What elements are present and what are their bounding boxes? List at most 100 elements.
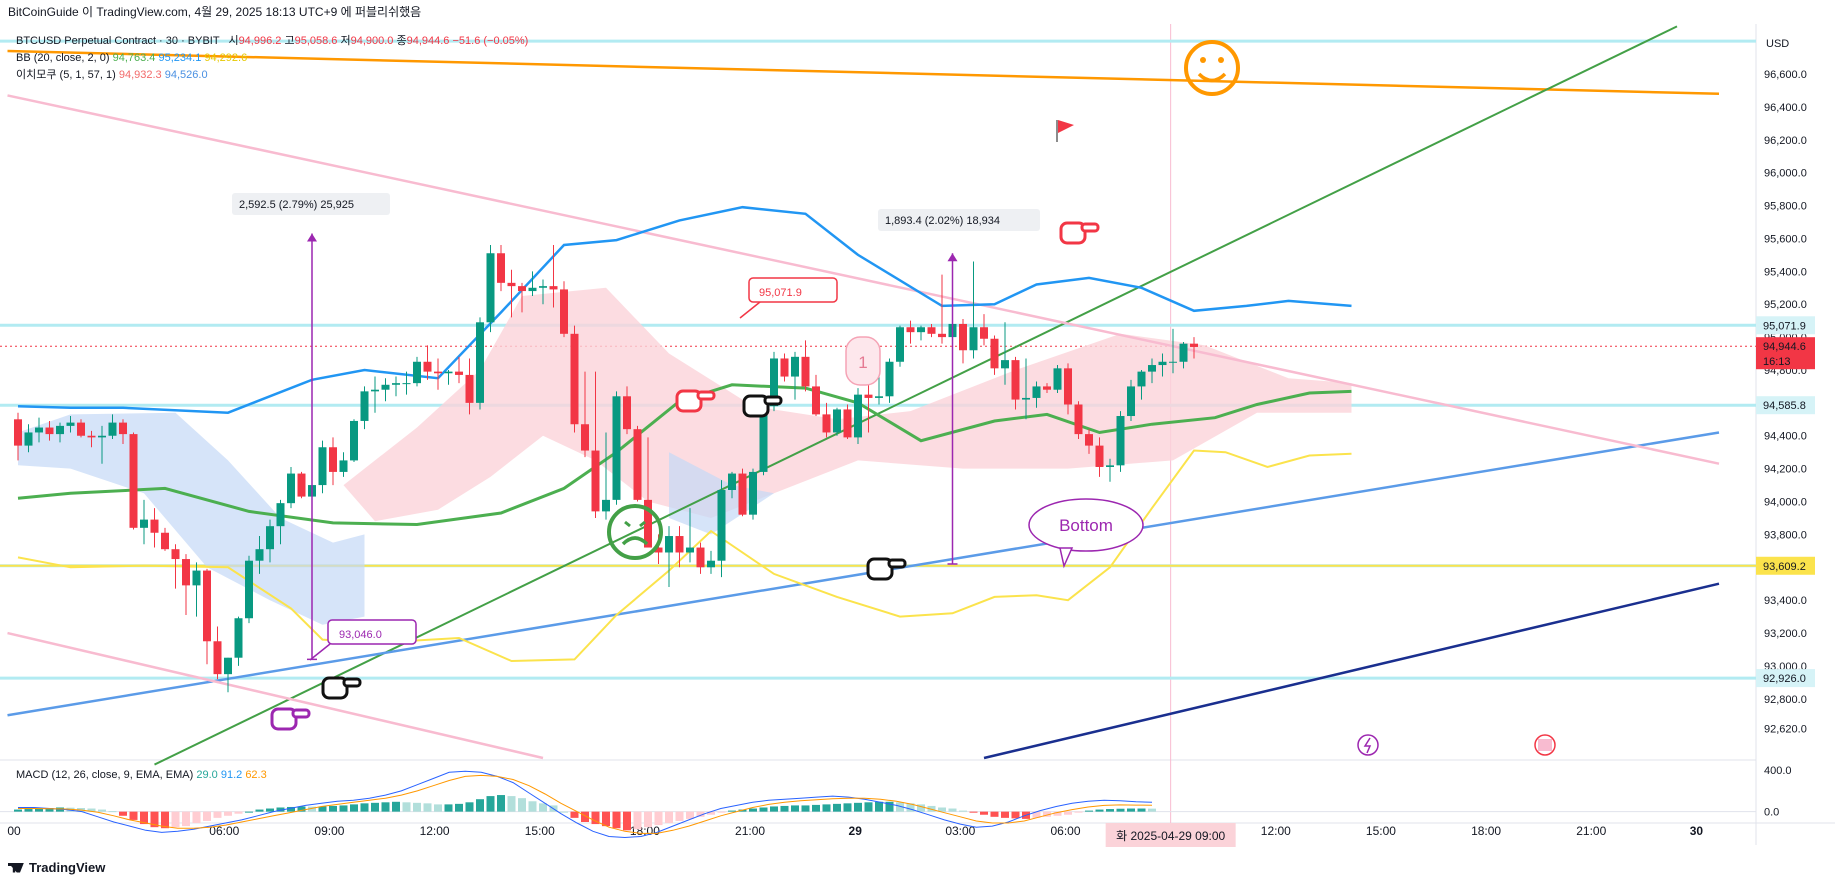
candle-body[interactable] <box>1032 386 1041 398</box>
trendline-pink-lower[interactable] <box>7 631 544 760</box>
candle-body[interactable] <box>192 570 201 586</box>
candle-body[interactable] <box>749 471 757 515</box>
bb-basis-line[interactable] <box>17 383 1352 527</box>
candle-body[interactable] <box>896 327 904 362</box>
candle-body[interactable] <box>392 383 400 385</box>
candle-body[interactable] <box>686 547 694 553</box>
candle-body[interactable] <box>864 394 873 398</box>
candle-body[interactable] <box>182 559 190 586</box>
candle-body[interactable] <box>791 356 799 377</box>
candle-body[interactable] <box>717 490 726 561</box>
candle-body[interactable] <box>1127 386 1135 417</box>
symbol-name[interactable]: BTCUSD Perpetual Contract · 30 · BYBIT <box>16 35 220 47</box>
candle-body[interactable] <box>77 422 85 436</box>
candle-body[interactable] <box>927 327 936 334</box>
macd-line[interactable] <box>18 770 1153 839</box>
candle-body[interactable] <box>45 427 54 435</box>
price-callout-box-2[interactable] <box>327 619 417 645</box>
candle-body[interactable] <box>434 371 442 374</box>
hand-pointer-icon[interactable] <box>866 557 907 581</box>
measure-label-box[interactable] <box>878 209 1040 231</box>
candle-body[interactable] <box>413 361 421 384</box>
price-callout-box[interactable] <box>748 277 838 303</box>
candle-body[interactable] <box>759 406 768 472</box>
candle-body[interactable] <box>245 560 253 619</box>
candle-body[interactable] <box>633 429 642 500</box>
candle-body[interactable] <box>623 396 631 430</box>
macd-signal-line[interactable] <box>18 774 1153 834</box>
candle-body[interactable] <box>1011 360 1020 400</box>
bottom-bubble[interactable] <box>1028 498 1144 552</box>
candle-body[interactable] <box>266 526 274 550</box>
candle-body[interactable] <box>129 434 138 528</box>
candle-body[interactable] <box>917 327 925 333</box>
flag-icon[interactable] <box>1058 120 1074 133</box>
candle-body[interactable] <box>1022 397 1030 400</box>
bb-legend[interactable]: BB (20, close, 2, 0) 94,763.4 95,234.1 9… <box>16 51 247 65</box>
candle-body[interactable] <box>906 327 915 333</box>
smiley-happy-icon[interactable] <box>1184 40 1240 96</box>
candle-body[interactable] <box>990 338 999 369</box>
candle-body[interactable] <box>1190 343 1198 347</box>
candle-body[interactable] <box>549 286 558 290</box>
candle-body[interactable] <box>938 333 946 338</box>
hand-pointer-icon[interactable] <box>270 707 311 731</box>
candle-body[interactable] <box>318 447 327 486</box>
macd-legend[interactable]: MACD (12, 26, close, 9, EMA, EMA) 29.0 9… <box>16 768 267 782</box>
candle-body[interactable] <box>119 422 127 435</box>
candle-body[interactable] <box>770 358 778 407</box>
candle-body[interactable] <box>140 519 148 528</box>
lightning-event-icon[interactable] <box>1357 734 1379 756</box>
ichimoku-legend[interactable]: 이치모쿠 (5, 1, 57, 1) 94,932.3 94,526.0 <box>16 68 208 82</box>
candle-body[interactable] <box>455 371 463 375</box>
candle-body[interactable] <box>539 286 547 288</box>
candle-body[interactable] <box>675 536 684 553</box>
candle-body[interactable] <box>329 447 337 472</box>
candle-body[interactable] <box>497 253 505 283</box>
bb-upper-band[interactable] <box>17 205 1352 414</box>
smiley-sad-icon[interactable] <box>607 504 663 560</box>
candle-body[interactable] <box>644 499 652 548</box>
price-axis-badge[interactable] <box>1756 396 1815 415</box>
candle-body[interactable] <box>234 618 243 658</box>
candle-body[interactable] <box>98 435 106 438</box>
candle-body[interactable] <box>1137 371 1146 387</box>
candle-body[interactable] <box>171 549 180 560</box>
candle-body[interactable] <box>518 286 526 292</box>
candle-body[interactable] <box>1148 365 1156 372</box>
price-axis-badge[interactable] <box>1756 556 1815 575</box>
hand-pointer-icon[interactable] <box>742 394 783 418</box>
candle-body[interactable] <box>707 560 715 568</box>
candle-body[interactable] <box>1179 343 1188 362</box>
candle-body[interactable] <box>87 435 96 438</box>
candle-body[interactable] <box>350 420 358 461</box>
trendline-blue[interactable] <box>7 431 1720 717</box>
candle-body[interactable] <box>108 422 117 436</box>
candle-body[interactable] <box>371 389 379 392</box>
hand-pointer-icon[interactable] <box>321 676 362 700</box>
candle-body[interactable] <box>161 532 169 550</box>
candle-body[interactable] <box>1116 416 1125 466</box>
candle-body[interactable] <box>602 499 610 512</box>
candle-body[interactable] <box>1053 368 1062 390</box>
candle-body[interactable] <box>360 391 369 421</box>
candle-body[interactable] <box>476 322 484 403</box>
candle-body[interactable] <box>591 450 600 512</box>
price-axis-badge[interactable] <box>1756 669 1815 688</box>
candle-body[interactable] <box>812 386 820 415</box>
candle-body[interactable] <box>854 394 862 438</box>
candle-body[interactable] <box>780 358 789 377</box>
candle-body[interactable] <box>276 503 285 527</box>
candle-body[interactable] <box>570 333 579 425</box>
candle-body[interactable] <box>35 427 43 433</box>
candle-body[interactable] <box>581 424 589 451</box>
macd-pane[interactable] <box>0 770 1756 839</box>
hand-pointer-icon[interactable] <box>1059 221 1100 245</box>
candle-body[interactable] <box>1001 360 1009 369</box>
bb-lower-band[interactable] <box>17 449 1352 663</box>
candle-body[interactable] <box>297 473 306 497</box>
candle-body[interactable] <box>885 361 894 397</box>
candle-body[interactable] <box>465 374 474 403</box>
candle-body[interactable] <box>728 473 736 491</box>
